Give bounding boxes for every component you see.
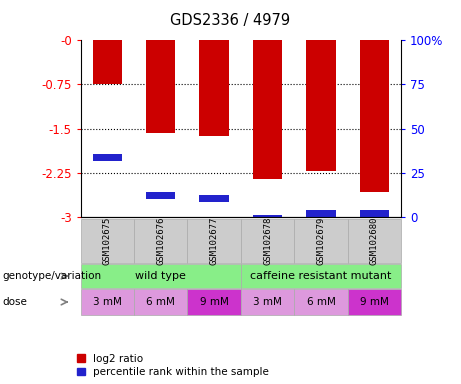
Text: dose: dose — [2, 297, 27, 307]
Bar — [306, 210, 336, 217]
Bar — [200, 40, 229, 136]
Bar — [93, 40, 122, 84]
Text: 9 mM: 9 mM — [200, 297, 229, 307]
Bar — [146, 192, 176, 199]
Bar — [306, 40, 336, 171]
Text: 3 mM: 3 mM — [93, 297, 122, 307]
Text: GDS2336 / 4979: GDS2336 / 4979 — [171, 13, 290, 28]
Text: 6 mM: 6 mM — [307, 297, 336, 307]
Text: wild type: wild type — [136, 271, 186, 281]
Text: GSM102680: GSM102680 — [370, 217, 379, 265]
Text: 9 mM: 9 mM — [360, 297, 389, 307]
Text: GSM102679: GSM102679 — [316, 217, 325, 265]
Bar — [360, 210, 389, 217]
Bar — [93, 154, 122, 161]
Text: genotype/variation: genotype/variation — [2, 271, 101, 281]
Text: 6 mM: 6 mM — [146, 297, 175, 307]
Text: GSM102676: GSM102676 — [156, 217, 165, 265]
Text: 3 mM: 3 mM — [253, 297, 282, 307]
Bar — [360, 40, 389, 192]
Bar — [253, 40, 282, 179]
Text: GSM102675: GSM102675 — [103, 217, 112, 265]
Bar — [253, 215, 282, 217]
Text: GSM102677: GSM102677 — [210, 217, 219, 265]
Text: caffeine resistant mutant: caffeine resistant mutant — [250, 271, 392, 281]
Bar — [146, 40, 176, 133]
Text: GSM102678: GSM102678 — [263, 217, 272, 265]
Legend: log2 ratio, percentile rank within the sample: log2 ratio, percentile rank within the s… — [77, 354, 269, 377]
Bar — [200, 195, 229, 202]
